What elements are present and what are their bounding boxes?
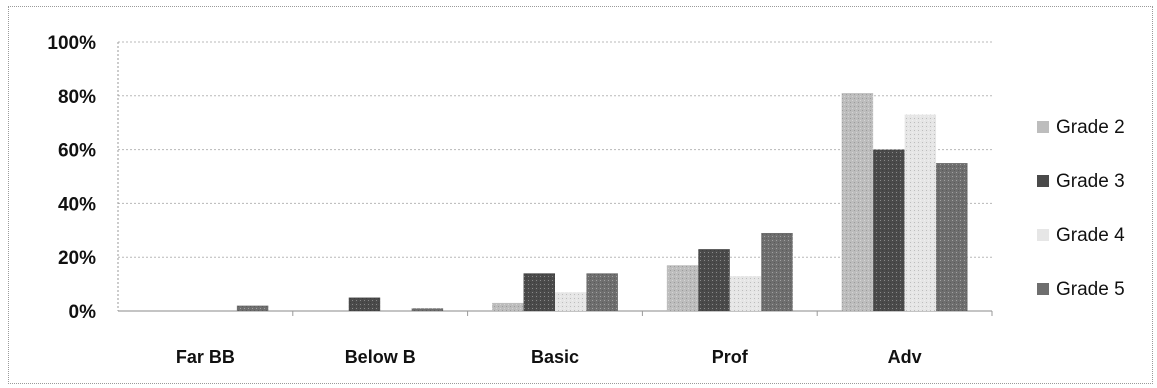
bar-texture [236, 305, 269, 311]
y-axis: 0% 20% 40% 60% 80% 100% [47, 33, 119, 323]
x-axis: Far BB Below B Basic Prof Adv [176, 311, 993, 367]
bar-texture [666, 265, 699, 311]
bar-texture [555, 292, 587, 311]
bar-texture [841, 93, 874, 311]
legend-label: Grade 3 [1056, 171, 1125, 192]
legend: Grade 2 Grade 3 Grade 4 Grade 5 [1037, 117, 1125, 300]
bar-texture [492, 302, 524, 311]
y-tick-label: 40% [58, 194, 96, 215]
y-tick-label: 0% [69, 302, 97, 323]
bar-texture [936, 163, 968, 311]
legend-swatch [1037, 283, 1049, 295]
legend-label: Grade 4 [1056, 225, 1125, 246]
bar-texture [586, 273, 618, 311]
bar-texture [904, 114, 937, 311]
x-tick-label: Adv [888, 347, 922, 367]
bar-texture [698, 249, 730, 311]
bar-texture [523, 273, 555, 311]
x-tick-label: Prof [712, 347, 749, 367]
legend-swatch [1037, 121, 1049, 133]
bar-texture [348, 297, 381, 311]
y-tick-label: 100% [47, 33, 96, 54]
y-tick-label: 20% [58, 248, 96, 269]
x-tick-label: Basic [531, 347, 579, 367]
bar-texture [411, 308, 444, 311]
bar-texture [761, 232, 793, 311]
legend-swatch [1037, 229, 1049, 241]
legend-label: Grade 2 [1056, 117, 1125, 138]
x-tick-label: Below B [345, 347, 416, 367]
y-tick-label: 60% [58, 141, 96, 162]
legend-swatch [1037, 175, 1049, 187]
bar-texture [873, 149, 905, 311]
x-tick-label: Far BB [176, 347, 235, 367]
bar-texture [729, 276, 762, 311]
bars [236, 93, 968, 311]
y-tick-label: 80% [58, 87, 96, 108]
legend-label: Grade 5 [1056, 279, 1125, 300]
